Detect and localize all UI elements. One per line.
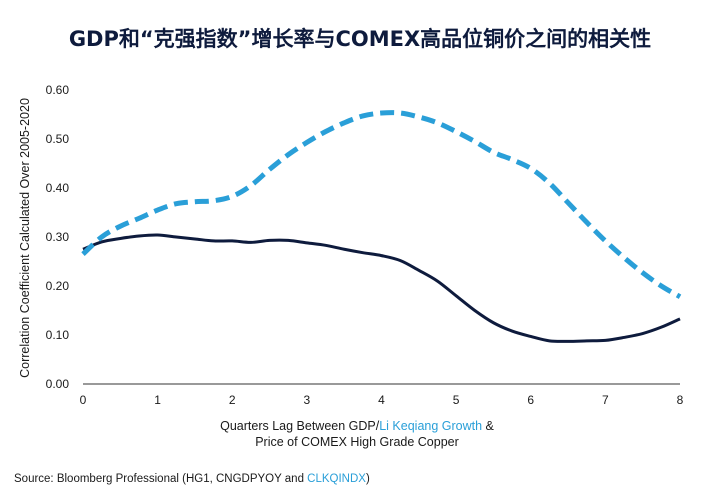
x-tick-label: 5 [453,393,460,407]
y-ticks: 0.00 0.10 0.20 0.30 0.40 0.50 0.60 [46,83,70,391]
x-ticks: 0 1 2 3 4 5 6 7 8 [80,393,684,407]
y-axis-label: Correlation Coefficient Calculated Over … [18,98,32,378]
source-suffix: ) [366,473,370,485]
x-tick-label: 2 [229,393,236,407]
x-axis-label-prefix: Quarters Lag Between GDP/ [220,419,380,433]
y-tick-label: 0.50 [46,132,70,146]
y-tick-label: 0.20 [46,279,70,293]
source-prefix: Source: Bloomberg Professional (HG1, CNG… [14,473,307,485]
x-tick-label: 1 [154,393,161,407]
chart-title: GDP和“克强指数”增长率与COMEX高品位铜价之间的相关性 [69,27,651,51]
y-tick-label: 0.00 [46,377,70,391]
x-axis-label-suffix: & [482,419,494,433]
x-axis-label-line2: Price of COMEX High Grade Copper [255,435,459,449]
x-tick-label: 6 [527,393,534,407]
source-highlight: CLKQINDX [307,473,366,485]
y-tick-label: 0.30 [46,230,70,244]
series-group [81,110,682,343]
x-tick-label: 8 [677,393,684,407]
source-note: Source: Bloomberg Professional (HG1, CNG… [14,473,370,485]
y-axis-label-group: Correlation Coefficient Calculated Over … [18,98,32,378]
x-axis-label-highlight: Li Keqiang Growth [379,419,482,433]
y-tick-label: 0.10 [46,328,70,342]
series-line-solid [82,233,681,343]
y-tick-label: 0.40 [46,181,70,195]
series-line-dashed [81,110,682,299]
x-tick-label: 4 [378,393,385,407]
x-tick-label: 3 [304,393,311,407]
x-axis-label-line1: Quarters Lag Between GDP/Li Keqiang Grow… [220,419,494,433]
x-tick-label: 0 [80,393,87,407]
x-tick-label: 7 [602,393,609,407]
plot-area: 0.00 0.10 0.20 0.30 0.40 0.50 0.60 0 1 2 3 4 5 6 7 8 [46,83,684,407]
y-tick-label: 0.60 [46,83,70,97]
